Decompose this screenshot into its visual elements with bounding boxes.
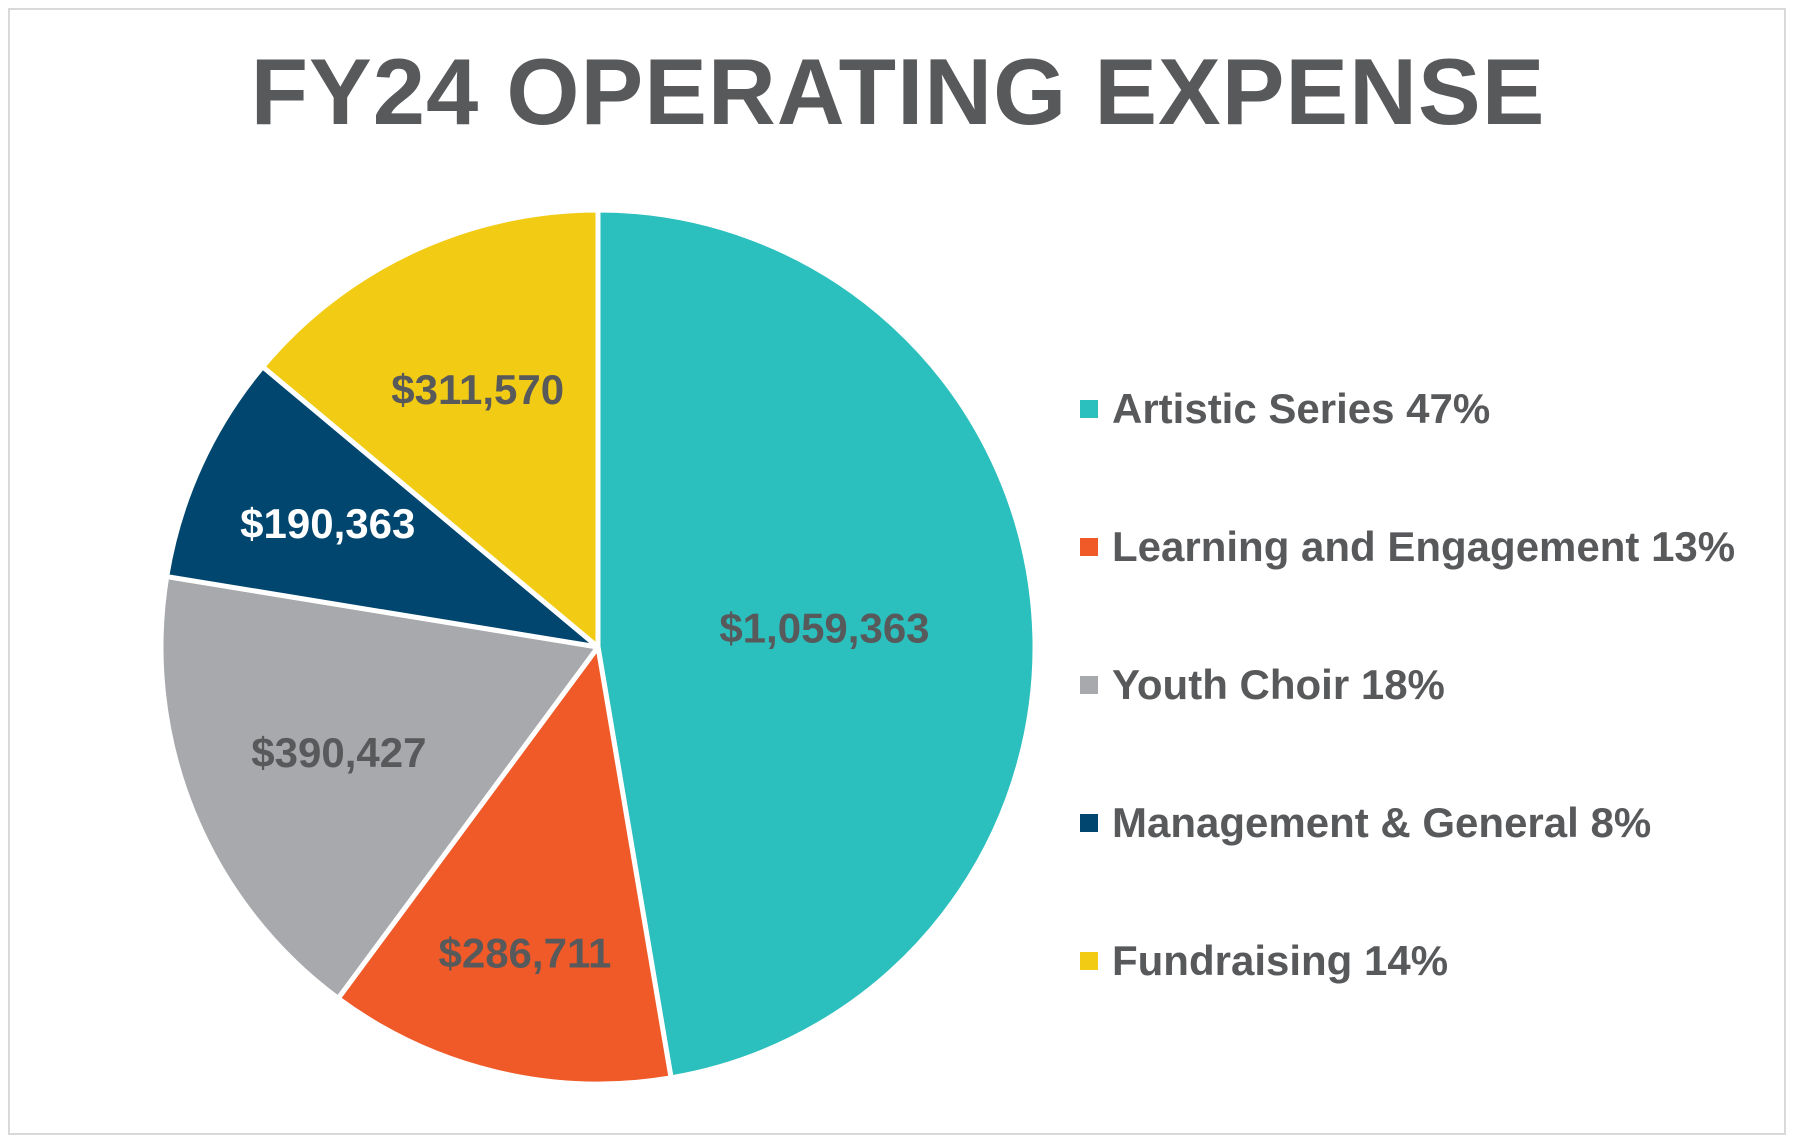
legend-label-0: Artistic Series 47% (1112, 385, 1491, 432)
pie-value-label-1: $286,711 (438, 930, 611, 977)
chart-title: FY24 OPERATING EXPENSE (250, 39, 1546, 144)
legend: Artistic Series 47% Learning and Engageme… (1080, 340, 1735, 1030)
legend-label-4: Fundraising 14% (1112, 937, 1449, 984)
pie-slice-2 (158, 574, 601, 1001)
pie-value-label-0: $1,059,363 (719, 604, 929, 651)
legend-swatch-2 (1080, 676, 1098, 694)
pie-slice-0 (595, 207, 1038, 1081)
legend-swatch-1 (1080, 538, 1098, 556)
pie-value-labels: $1,059,363 $286,711 $390,427 $190,363 $311,5… (240, 366, 929, 976)
legend-swatch-0 (1080, 400, 1098, 418)
pie-slices (158, 207, 1038, 1087)
legend-label-3: Management & General 8% (1112, 799, 1652, 846)
legend-label-1: Learning and Engagement 13% (1112, 523, 1736, 570)
legend-item-3: Management & General 8% (1080, 754, 1735, 892)
legend-item-4: Fundraising 14% (1080, 892, 1735, 1030)
legend-item-0: Artistic Series 47% (1080, 340, 1735, 478)
legend-swatch-3 (1080, 814, 1098, 832)
pie-slice-3 (164, 364, 601, 650)
legend-item-1: Learning and Engagement 13% (1080, 478, 1735, 616)
pie-value-label-3: $190,363 (240, 500, 415, 547)
pie-value-label-4: $311,570 (391, 366, 564, 413)
pie-value-label-2: $390,427 (251, 729, 426, 776)
pie-slice-1 (335, 644, 674, 1087)
legend-label-2: Youth Choir 18% (1112, 661, 1445, 708)
legend-item-2: Youth Choir 18% (1080, 616, 1735, 754)
legend-swatch-4 (1080, 952, 1098, 970)
pie-slice-4 (260, 207, 601, 650)
